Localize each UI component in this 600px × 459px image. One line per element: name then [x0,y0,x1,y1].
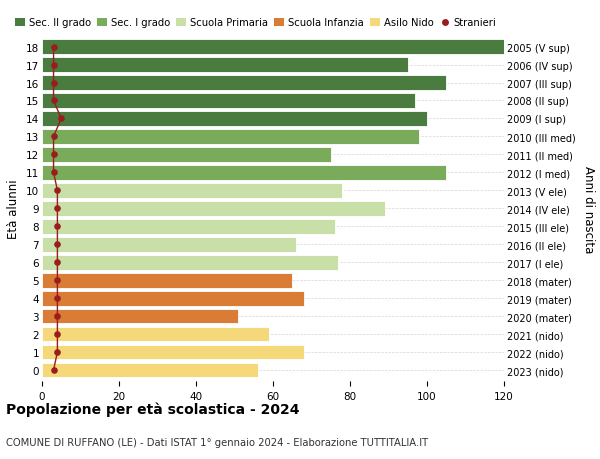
Point [49,169,58,177]
Point [49,367,58,374]
Bar [42,327,269,341]
Point [53,187,62,195]
Point [53,259,62,266]
Point [53,241,62,248]
Point [53,223,62,230]
Bar [42,363,257,378]
Point [49,44,58,51]
Bar [42,255,338,270]
Y-axis label: Età alunni: Età alunni [7,179,20,239]
Point [53,330,62,338]
Point [53,313,62,320]
Bar [42,237,296,252]
Bar [42,112,427,127]
Point [53,349,62,356]
Point [53,277,62,284]
Bar [42,40,504,55]
Bar [42,219,335,234]
Point [53,295,62,302]
Point [49,62,58,69]
Point [49,98,58,105]
Bar [42,58,408,73]
Bar [42,291,304,306]
Bar [42,273,292,288]
Bar [42,166,446,180]
Bar [42,148,331,162]
Bar [42,130,419,145]
Text: COMUNE DI RUFFANO (LE) - Dati ISTAT 1° gennaio 2024 - Elaborazione TUTTITALIA.IT: COMUNE DI RUFFANO (LE) - Dati ISTAT 1° g… [6,437,428,447]
Bar [42,202,385,216]
Bar [42,309,238,324]
Y-axis label: Anni di nascita: Anni di nascita [583,165,595,252]
Text: Popolazione per età scolastica - 2024: Popolazione per età scolastica - 2024 [6,402,299,416]
Bar [42,76,446,91]
Point [49,134,58,141]
Point [53,205,62,213]
Legend: Sec. II grado, Sec. I grado, Scuola Primaria, Scuola Infanzia, Asilo Nido, Stran: Sec. II grado, Sec. I grado, Scuola Prim… [14,18,496,28]
Point [49,80,58,87]
Point [49,151,58,159]
Bar [42,184,343,198]
Bar [42,94,415,109]
Bar [42,345,304,360]
Point [56,116,66,123]
